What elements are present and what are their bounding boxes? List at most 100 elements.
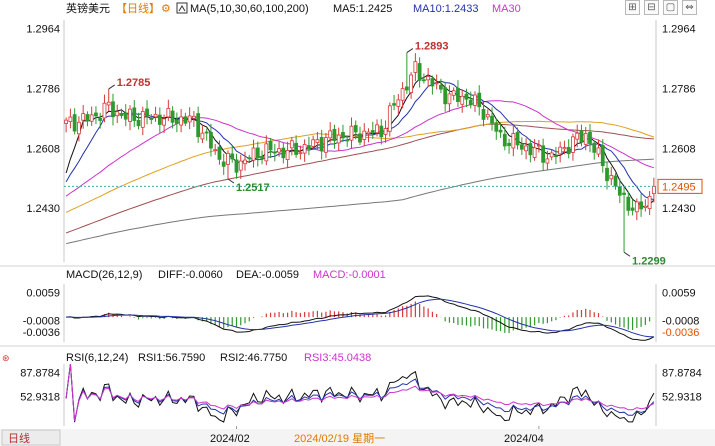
candle: [421, 73, 426, 84]
candle-body: [94, 112, 98, 117]
candle: [298, 145, 303, 160]
rsi-tick-label-left: 87.8784: [20, 367, 60, 379]
candle-body: [128, 108, 132, 122]
candle: [439, 78, 443, 94]
candle: [128, 105, 132, 131]
candle: [247, 154, 252, 162]
pan-button[interactable]: ⇔: [682, 0, 697, 15]
candle: [409, 72, 413, 99]
candle: [447, 85, 452, 113]
candle: [639, 193, 643, 217]
daily-tab[interactable]: [1, 429, 61, 446]
candle-body: [157, 114, 162, 125]
candle: [417, 57, 422, 88]
candle-body: [145, 108, 149, 117]
candle-body: [477, 92, 482, 108]
candle: [115, 104, 120, 124]
candle: [162, 114, 166, 134]
candle-body: [102, 102, 107, 119]
candle-body: [98, 118, 103, 121]
candle: [281, 142, 286, 164]
rsi2-line: [65, 363, 655, 422]
candle: [609, 166, 614, 186]
candle-body: [183, 116, 188, 124]
candle-body: [238, 160, 243, 171]
candle: [456, 80, 460, 107]
candle: [396, 94, 401, 115]
macd-diff-value: DIFF:-0.0060: [158, 269, 223, 281]
candle-body: [213, 149, 218, 152]
candle-body: [149, 118, 154, 120]
zoom-out-button[interactable]: ⊟: [644, 0, 659, 15]
candle-body: [588, 131, 592, 144]
candle-body: [243, 159, 247, 165]
candle-body: [166, 108, 171, 118]
candle: [89, 106, 94, 126]
candle-body: [609, 174, 614, 180]
candle-body: [400, 88, 405, 101]
candle-body: [605, 167, 609, 182]
candle: [477, 85, 482, 116]
candle-body: [336, 134, 341, 144]
annotation-pointer: [623, 251, 631, 257]
candle: [515, 127, 520, 150]
rsi1-value: RSI1:56.7590: [138, 352, 205, 364]
candle-body: [217, 146, 222, 160]
candle-body: [421, 79, 426, 82]
gear-icon[interactable]: ⚙: [161, 2, 171, 15]
candle-body: [515, 131, 520, 146]
price-tick-label-left: 1.2608: [26, 143, 60, 155]
candle: [379, 119, 384, 145]
candle-body: [251, 147, 256, 161]
candle-body: [473, 94, 477, 106]
ma200-line: [65, 158, 654, 245]
candle-body: [341, 132, 345, 139]
annotation-pointer: [108, 84, 115, 90]
price-tick-label-right: 1.2964: [662, 24, 696, 36]
candle: [187, 107, 192, 130]
fit-button[interactable]: ▢: [663, 0, 678, 15]
candle: [353, 120, 358, 140]
candle-body: [106, 101, 111, 106]
macd-panel[interactable]: 0.0059 0.0059-0.0008 -0.0008-0.0036 -0.0036: [23, 284, 700, 342]
candle-body: [247, 157, 252, 160]
candle-body: [324, 137, 328, 153]
candle-body: [315, 139, 320, 143]
candle-body: [558, 146, 563, 155]
candle-body: [140, 111, 145, 128]
indicator-toggle-icon[interactable]: [176, 2, 188, 14]
candle: [179, 109, 184, 133]
candle: [94, 106, 98, 125]
macd-dea-value: DEA:-0.0059: [236, 269, 299, 281]
price-annotation: 1.2299: [632, 255, 666, 267]
candle-body: [111, 101, 115, 118]
rsi-panel[interactable]: 87.8784 87.8784 52.9318 52.9318: [20, 363, 702, 429]
candle: [111, 93, 115, 126]
candle-body: [490, 115, 494, 124]
candle-body: [260, 156, 264, 159]
candle-body: [626, 196, 631, 211]
candle: [519, 137, 524, 155]
candle: [404, 52, 409, 94]
candle-body: [234, 159, 239, 173]
candle: [174, 112, 179, 133]
candle-body: [119, 113, 124, 116]
candle-body: [596, 147, 601, 155]
candle: [545, 150, 550, 170]
rsi-tick-label-right: 52.9318: [662, 391, 702, 403]
candle-body: [311, 139, 316, 147]
candle: [464, 88, 469, 108]
candle-body: [170, 110, 175, 123]
zoom-in-button[interactable]: ⊞: [625, 0, 640, 15]
candle-body: [396, 99, 401, 107]
price-panel[interactable]: 1.2964 1.2964 1.2786 1.2786 1.2608 1.2608 1.24…: [0, 20, 715, 347]
candle: [617, 178, 622, 204]
candle-body: [643, 205, 648, 208]
candle: [541, 138, 546, 172]
macd-macd-value: MACD:-0.0001: [313, 269, 386, 281]
candle-body: [226, 152, 230, 165]
candle-body: [456, 87, 460, 103]
candle-body: [362, 130, 367, 140]
candle: [630, 199, 635, 216]
